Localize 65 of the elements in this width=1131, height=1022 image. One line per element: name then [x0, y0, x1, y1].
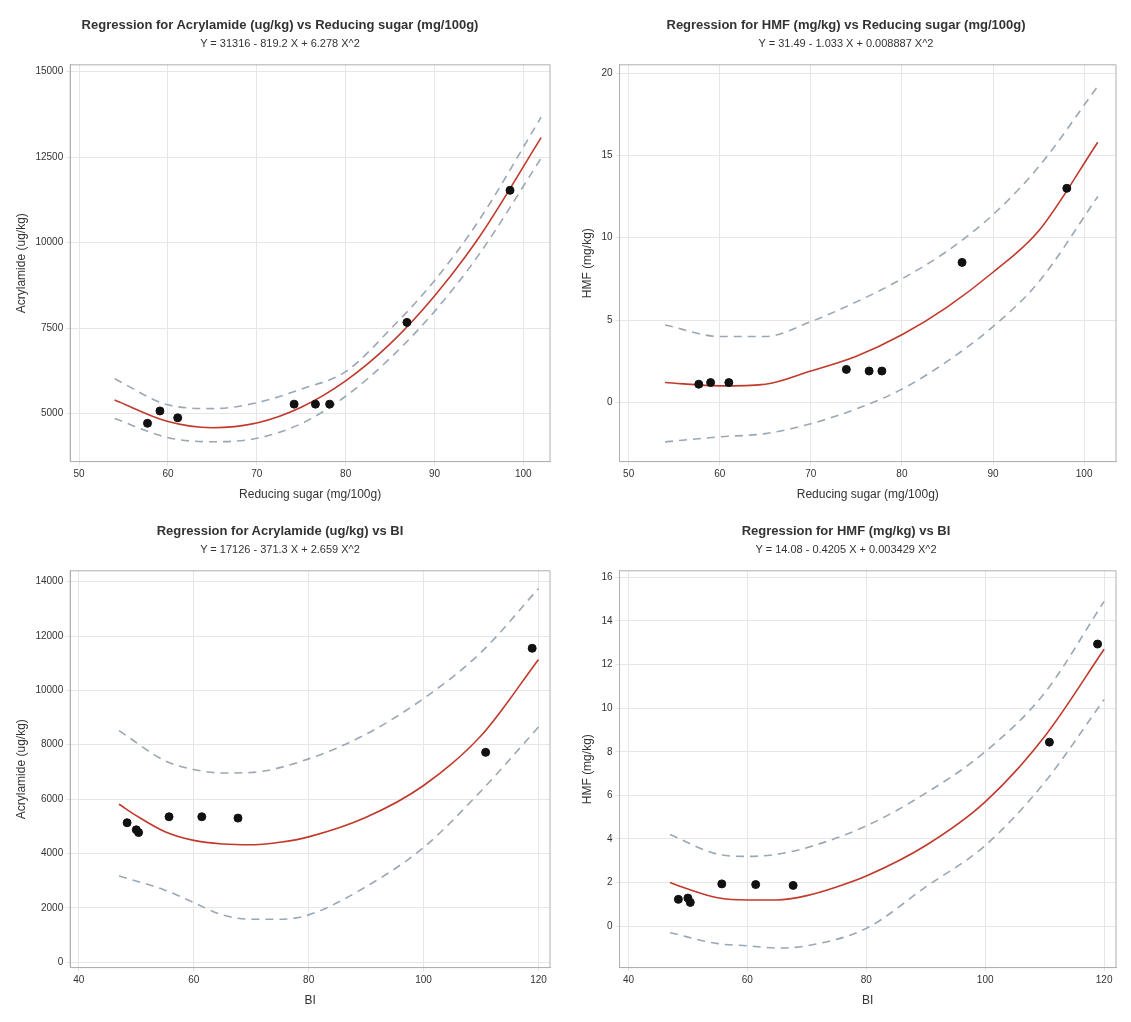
x-tick-label: 60: [162, 468, 174, 480]
y-tick-label: 12500: [35, 150, 64, 162]
y-tick-label: 0: [606, 396, 613, 408]
y-tick-label: 6: [606, 789, 613, 801]
x-tick-label: 60: [188, 974, 200, 986]
y-tick-label: 5000: [40, 407, 64, 419]
y-tick-label: 10000: [35, 236, 64, 248]
y-tick-label: 20: [601, 66, 613, 78]
chart-title: Regression for Acrylamide (ug/kg) vs Reducing sugar (mg/100g): [81, 17, 479, 33]
x-tick-label: 90: [428, 468, 441, 480]
y-tick-label: 0: [57, 955, 64, 967]
x-tick-label: 100: [415, 974, 433, 986]
x-tick-label: 100: [976, 974, 994, 986]
y-tick-label: 8000: [40, 738, 64, 750]
x-tick-label: 60: [741, 974, 754, 986]
chart-title: Regression for Acrylamide (ug/kg) vs BI: [156, 523, 404, 539]
x-tick-label: 50: [623, 468, 635, 480]
y-tick-label: 16: [601, 571, 613, 583]
y-tick-label: 14: [601, 614, 613, 626]
x-tick-label: 80: [340, 468, 352, 480]
y-axis-title: HMF (mg/kg): [579, 228, 594, 299]
y-tick-label: 14000: [35, 575, 64, 587]
y-tick-label: 7500: [40, 321, 64, 333]
y-tick-label: 12000: [35, 629, 64, 641]
x-tick-label: 80: [860, 974, 873, 986]
y-tick-label: 2000: [40, 901, 64, 913]
x-axis-title: Reducing sugar (mg/100g): [796, 487, 939, 502]
x-tick-label: 50: [73, 468, 86, 480]
y-tick-label: 15: [601, 149, 613, 161]
x-axis-title: Reducing sugar (mg/100g): [239, 487, 382, 502]
y-tick-label: 12: [601, 658, 613, 670]
x-axis-title: BI: [304, 993, 316, 1008]
x-tick-label: 90: [987, 468, 1000, 480]
x-tick-label: 60: [714, 468, 726, 480]
y-tick-label: 10: [601, 701, 613, 713]
y-tick-label: 8: [606, 745, 613, 757]
y-tick-label: 10000: [35, 684, 64, 696]
y-tick-label: 6000: [40, 792, 64, 804]
chart-title: Regression for HMF (mg/kg) vs Reducing sugar (mg/100g): [666, 17, 1026, 33]
chart-subtitle: Y = 31316 - 819.2 X + 6.278 X^2: [200, 37, 360, 50]
y-tick-label: 4: [606, 832, 613, 844]
y-tick-label: 4000: [40, 847, 64, 859]
x-axis-title: BI: [862, 993, 874, 1008]
y-tick-label: 15000: [35, 65, 64, 77]
x-tick-label: 120: [1095, 974, 1113, 986]
y-tick-label: 0: [606, 919, 613, 931]
y-tick-label: 5: [606, 313, 613, 325]
y-axis-title: Acrylamide (ug/kg): [13, 213, 28, 314]
x-tick-label: 80: [303, 974, 315, 986]
x-tick-label: 100: [515, 468, 533, 480]
x-tick-label: 70: [805, 468, 817, 480]
x-tick-label: 100: [1075, 468, 1093, 480]
y-axis-title: Acrylamide (ug/kg): [13, 719, 28, 820]
chart-subtitle: Y = 14.08 - 0.4205 X + 0.003429 X^2: [755, 543, 937, 556]
y-tick-label: 10: [601, 231, 613, 243]
chart-subtitle: Y = 31.49 - 1.033 X + 0.008887 X^2: [758, 37, 934, 50]
y-tick-label: 2: [606, 876, 613, 888]
x-tick-label: 40: [73, 974, 85, 986]
chart-subtitle: Y = 17126 - 371.3 X + 2.659 X^2: [200, 543, 360, 556]
x-tick-label: 70: [251, 468, 263, 480]
x-tick-label: 80: [896, 468, 908, 480]
y-axis-title: HMF (mg/kg): [579, 734, 594, 805]
x-tick-label: 40: [622, 974, 635, 986]
x-tick-label: 120: [530, 974, 548, 986]
chart-title: Regression for HMF (mg/kg) vs BI: [741, 523, 951, 539]
